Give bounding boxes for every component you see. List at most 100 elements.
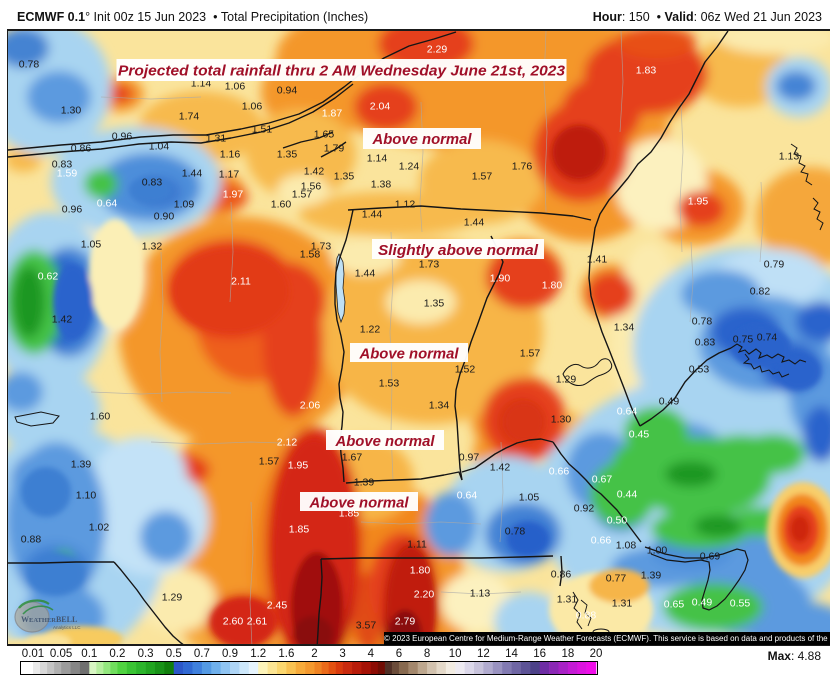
svg-text:1.39: 1.39 <box>71 459 92 471</box>
svg-text:1.95: 1.95 <box>688 196 709 208</box>
svg-text:0.64: 0.64 <box>617 406 638 418</box>
svg-text:1.59: 1.59 <box>57 168 78 180</box>
svg-text:Projected total rainfall thru: Projected total rainfall thru 2 AM Wedne… <box>118 63 566 80</box>
svg-text:0.83: 0.83 <box>695 337 716 349</box>
svg-text:0.83: 0.83 <box>142 177 163 189</box>
svg-text:0.88: 0.88 <box>576 610 597 622</box>
svg-text:1.34: 1.34 <box>614 322 635 334</box>
svg-text:1.74: 1.74 <box>179 111 200 123</box>
svg-text:0.78: 0.78 <box>505 526 526 538</box>
svg-text:0.50: 0.50 <box>607 515 628 527</box>
svg-text:1.60: 1.60 <box>271 199 292 211</box>
svg-text:1.13: 1.13 <box>470 588 491 600</box>
svg-text:1.73: 1.73 <box>419 259 440 271</box>
svg-text:0.86: 0.86 <box>551 569 572 581</box>
svg-text:1.11: 1.11 <box>407 539 427 551</box>
svg-text:1.58: 1.58 <box>300 249 321 261</box>
svg-text:1.30: 1.30 <box>551 414 572 426</box>
svg-text:0.69: 0.69 <box>700 551 721 563</box>
svg-text:0.65: 0.65 <box>664 599 685 611</box>
svg-text:0.90: 0.90 <box>154 211 175 223</box>
svg-text:1.42: 1.42 <box>490 462 511 474</box>
svg-text:1.12: 1.12 <box>395 199 416 211</box>
svg-text:1.41: 1.41 <box>587 254 608 266</box>
svg-text:1.00: 1.00 <box>647 545 668 557</box>
svg-text:0.67: 0.67 <box>592 474 613 486</box>
svg-text:1.42: 1.42 <box>52 314 73 326</box>
svg-text:0.83: 0.83 <box>52 159 73 171</box>
svg-text:1.53: 1.53 <box>379 378 400 390</box>
svg-text:3.57: 3.57 <box>356 620 377 632</box>
svg-text:1.38: 1.38 <box>371 179 392 191</box>
svg-text:0.64: 0.64 <box>457 490 478 502</box>
svg-text:0.66: 0.66 <box>549 466 570 478</box>
svg-text:1.31: 1.31 <box>206 133 227 145</box>
svg-text:0.79: 0.79 <box>764 259 785 271</box>
svg-text:1.16: 1.16 <box>220 149 241 161</box>
svg-text:Above normal: Above normal <box>335 433 436 450</box>
svg-text:1.02: 1.02 <box>89 522 110 534</box>
svg-text:1.35: 1.35 <box>424 298 445 310</box>
svg-text:1.35: 1.35 <box>334 171 355 183</box>
svg-text:1.51: 1.51 <box>252 124 273 136</box>
svg-text:1.42: 1.42 <box>304 166 325 178</box>
svg-text:1.83: 1.83 <box>636 65 657 77</box>
svg-text:2.12: 2.12 <box>277 437 298 449</box>
svg-text:1.87: 1.87 <box>322 108 343 120</box>
svg-text:2.61: 2.61 <box>247 616 268 628</box>
svg-text:1.34: 1.34 <box>429 400 450 412</box>
svg-text:1.30: 1.30 <box>61 105 82 117</box>
svg-text:0.44: 0.44 <box>617 489 638 501</box>
svg-text:0.78: 0.78 <box>692 316 713 328</box>
svg-text:0.77: 0.77 <box>606 573 627 585</box>
svg-text:Above normal: Above normal <box>359 346 460 363</box>
svg-text:1.57: 1.57 <box>472 171 493 183</box>
svg-text:1.06: 1.06 <box>242 101 263 113</box>
svg-text:2.20: 2.20 <box>414 589 435 601</box>
svg-text:1.32: 1.32 <box>142 241 163 253</box>
svg-text:1.35: 1.35 <box>277 149 298 161</box>
svg-text:1.65: 1.65 <box>314 129 335 141</box>
svg-text:2.29: 2.29 <box>427 44 448 56</box>
svg-text:0.66: 0.66 <box>591 535 612 547</box>
svg-text:Slightly above normal: Slightly above normal <box>378 242 539 259</box>
svg-text:1.04: 1.04 <box>149 141 170 153</box>
svg-text:0.96: 0.96 <box>62 204 83 216</box>
svg-text:1.31: 1.31 <box>612 598 633 610</box>
svg-text:0.96: 0.96 <box>112 131 133 143</box>
svg-text:0.62: 0.62 <box>38 271 59 283</box>
svg-text:1.39: 1.39 <box>641 570 662 582</box>
svg-text:0.55: 0.55 <box>730 598 751 610</box>
svg-text:1.60: 1.60 <box>90 411 111 423</box>
svg-text:1.67: 1.67 <box>342 452 363 464</box>
svg-text:1.52: 1.52 <box>455 364 476 376</box>
svg-text:1.95: 1.95 <box>288 460 309 472</box>
svg-text:1.29: 1.29 <box>556 374 577 386</box>
svg-text:0.53: 0.53 <box>689 364 710 376</box>
svg-text:1.76: 1.76 <box>512 161 533 173</box>
svg-text:1.17: 1.17 <box>219 169 240 181</box>
svg-text:1.44: 1.44 <box>355 268 376 280</box>
svg-text:1.24: 1.24 <box>399 161 420 173</box>
svg-text:1.56: 1.56 <box>301 181 322 193</box>
svg-text:2.79: 2.79 <box>395 616 416 628</box>
svg-text:1.05: 1.05 <box>81 239 102 251</box>
svg-text:1.57: 1.57 <box>259 456 280 468</box>
svg-text:1.08: 1.08 <box>616 540 637 552</box>
svg-text:1.31: 1.31 <box>557 594 578 606</box>
svg-text:0.86: 0.86 <box>71 143 92 155</box>
svg-text:0.49: 0.49 <box>692 597 713 609</box>
svg-text:Above normal: Above normal <box>309 495 410 512</box>
svg-text:2.04: 2.04 <box>370 101 391 113</box>
svg-text:1.44: 1.44 <box>182 168 203 180</box>
svg-text:1.79: 1.79 <box>324 143 345 155</box>
svg-text:2.06: 2.06 <box>300 400 321 412</box>
svg-text:0.94: 0.94 <box>277 85 298 97</box>
svg-text:1.44: 1.44 <box>464 217 485 229</box>
svg-text:2.45: 2.45 <box>267 600 288 612</box>
svg-text:0.49: 0.49 <box>659 396 680 408</box>
svg-text:0.45: 0.45 <box>629 429 650 441</box>
svg-text:1.90: 1.90 <box>490 273 511 285</box>
svg-text:Analytics LLC: Analytics LLC <box>53 625 81 630</box>
svg-text:1.73: 1.73 <box>311 241 332 253</box>
